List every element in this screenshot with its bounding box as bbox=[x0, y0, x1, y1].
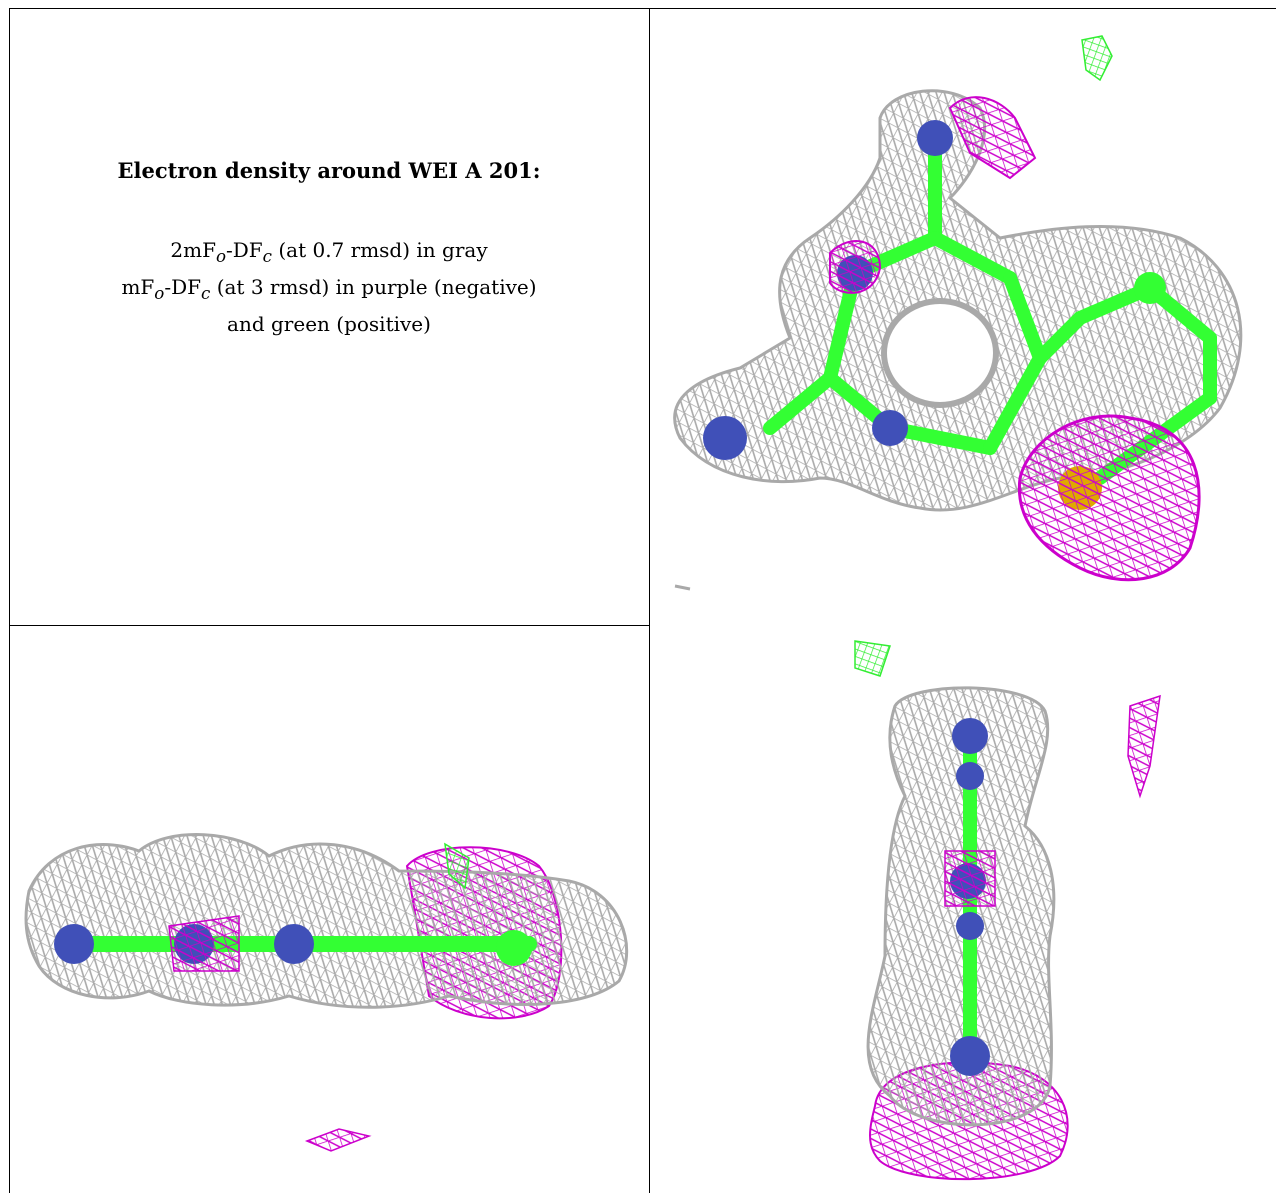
caption-line-3: and green (positive) bbox=[227, 312, 431, 336]
figure-grid: Electron density around WEI A 201: 2mFo-… bbox=[0, 8, 1276, 1193]
density-view-3 bbox=[854, 640, 1161, 1181]
negative-density bbox=[944, 850, 996, 907]
negative-density bbox=[1017, 414, 1201, 582]
nitrogen-atom bbox=[703, 416, 747, 460]
nitrogen-atom bbox=[952, 718, 988, 754]
carbon-atom bbox=[1134, 272, 1166, 304]
caption-title: Electron density around WEI A 201: bbox=[117, 158, 541, 183]
table-border-top bbox=[9, 8, 1276, 9]
negative-density bbox=[948, 96, 1037, 180]
negative-density bbox=[1127, 694, 1161, 799]
caption-line-2: mFo-DFc (at 3 rmsd) in purple (negative) bbox=[121, 275, 537, 303]
density-view-2 bbox=[24, 833, 629, 1152]
ring-hole bbox=[881, 298, 999, 408]
negative-density bbox=[304, 1128, 372, 1152]
nitrogen-atom bbox=[917, 120, 953, 156]
positive-density bbox=[444, 842, 470, 890]
nitrogen-atom bbox=[956, 762, 984, 790]
table-border-middle bbox=[649, 8, 650, 1193]
view-bottom-left bbox=[9, 626, 649, 1193]
table-border-row bbox=[9, 625, 649, 626]
nitrogen-atom bbox=[872, 410, 908, 446]
gray-density-envelope bbox=[24, 833, 629, 1009]
nitrogen-atom bbox=[274, 924, 314, 964]
nitrogen-atom bbox=[950, 1036, 990, 1076]
negative-density bbox=[168, 915, 240, 972]
caption-cell: Electron density around WEI A 201: 2mFo-… bbox=[9, 8, 649, 625]
positive-density bbox=[1081, 35, 1113, 82]
nitrogen-atom bbox=[54, 924, 94, 964]
negative-density bbox=[829, 240, 882, 294]
table-border-left bbox=[9, 8, 10, 1193]
caption-line-1: 2mFo-DFc (at 0.7 rmsd) in gray bbox=[170, 238, 488, 266]
view-bottom-right bbox=[650, 626, 1276, 1193]
view-top-right bbox=[650, 8, 1276, 625]
density-view-1 bbox=[673, 35, 1243, 591]
carbon-atom bbox=[496, 930, 532, 966]
positive-density bbox=[854, 640, 891, 677]
caption: Electron density around WEI A 201: 2mFo-… bbox=[9, 158, 649, 339]
nitrogen-atom bbox=[956, 912, 984, 940]
